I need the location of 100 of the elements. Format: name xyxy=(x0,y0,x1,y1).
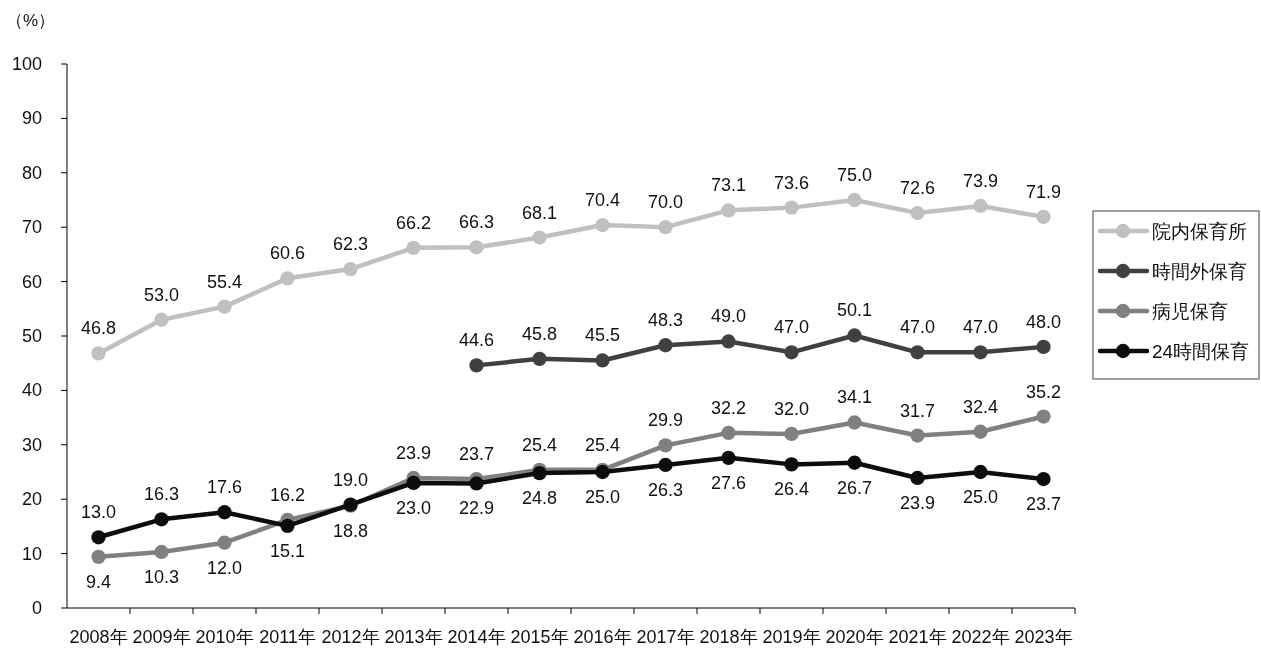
point xyxy=(217,299,232,314)
data-label: 26.3 xyxy=(647,479,684,500)
y-tick-label: 20 xyxy=(21,489,42,510)
data-label: 47.0 xyxy=(962,317,999,338)
point xyxy=(784,345,799,360)
data-label: 70.4 xyxy=(584,190,621,211)
data-label: 29.9 xyxy=(647,410,684,431)
point xyxy=(406,475,421,490)
y-tick-label: 50 xyxy=(21,326,42,346)
data-label: 19.0 xyxy=(332,469,369,490)
data-label: 25.4 xyxy=(521,434,558,455)
legend-label: 24時間保育 xyxy=(1152,340,1250,362)
y-tick-label: 60 xyxy=(21,271,42,292)
point xyxy=(784,200,799,215)
point xyxy=(973,198,988,214)
y-axis-title: （%） xyxy=(6,10,56,30)
x-tick-label: 2013年 xyxy=(384,627,443,647)
data-label: 70.0 xyxy=(647,192,684,213)
point xyxy=(784,457,799,472)
point xyxy=(595,217,610,233)
point xyxy=(658,457,673,473)
x-tick-label: 2019年 xyxy=(762,627,821,647)
x-tick-label: 2015年 xyxy=(510,627,569,647)
point xyxy=(91,549,106,564)
data-label: 26.7 xyxy=(836,477,873,498)
data-label: 46.8 xyxy=(80,318,117,339)
y-tick-label: 100 xyxy=(11,54,42,74)
x-tick-label: 2021年 xyxy=(888,627,947,647)
data-label: 16.3 xyxy=(143,484,180,505)
y-tick-label: 70 xyxy=(21,217,42,238)
point xyxy=(406,240,421,255)
point xyxy=(280,518,295,533)
data-label: 25.0 xyxy=(584,487,621,507)
data-label: 32.2 xyxy=(710,397,747,418)
data-label: 18.8 xyxy=(332,520,369,541)
data-label: 47.0 xyxy=(773,317,810,338)
x-tick-label: 2011年 xyxy=(259,627,316,647)
data-label: 66.3 xyxy=(458,212,495,233)
point xyxy=(1036,339,1051,354)
point xyxy=(91,530,106,545)
data-label: 15.1 xyxy=(269,540,306,561)
legend-label: 病児保育 xyxy=(1152,300,1228,322)
point xyxy=(280,271,295,286)
data-label: 23.9 xyxy=(395,442,432,463)
x-tick-label: 2022年 xyxy=(951,627,1010,647)
point xyxy=(847,328,862,343)
data-label: 9.4 xyxy=(85,571,112,592)
data-label: 71.9 xyxy=(1025,181,1062,202)
point xyxy=(784,426,799,442)
point xyxy=(910,345,925,360)
x-tick-label: 2014年 xyxy=(447,627,506,647)
point xyxy=(469,476,484,491)
data-label: 48.0 xyxy=(1025,311,1062,332)
data-label: 32.0 xyxy=(773,398,810,419)
data-label: 55.4 xyxy=(206,271,243,292)
y-tick-label: 10 xyxy=(21,543,42,564)
data-label: 48.3 xyxy=(647,310,684,331)
data-label: 22.9 xyxy=(458,498,495,519)
point xyxy=(847,415,862,430)
data-label: 62.3 xyxy=(332,234,369,255)
point xyxy=(910,428,925,443)
data-label: 34.1 xyxy=(836,387,873,408)
point xyxy=(847,192,862,208)
point xyxy=(658,338,673,353)
point xyxy=(91,346,106,361)
legend-label: 時間外保育 xyxy=(1152,260,1247,282)
point xyxy=(154,512,169,527)
x-tick-label: 2009年 xyxy=(132,627,191,647)
data-label: 60.6 xyxy=(269,243,306,264)
y-tick-label: 30 xyxy=(21,434,42,455)
data-label: 66.2 xyxy=(395,212,432,233)
point xyxy=(343,261,358,277)
data-label: 17.6 xyxy=(206,477,243,498)
data-label: 73.6 xyxy=(773,172,810,193)
data-label: 25.4 xyxy=(584,434,621,455)
data-label: 68.1 xyxy=(521,202,558,223)
point xyxy=(154,544,169,560)
point xyxy=(973,345,988,360)
data-label: 12.0 xyxy=(206,557,243,578)
point xyxy=(154,312,169,327)
x-tick-label: 2010年 xyxy=(195,627,254,647)
point xyxy=(973,464,988,480)
data-label: 75.0 xyxy=(836,165,873,185)
y-tick-label: 40 xyxy=(21,380,42,401)
point xyxy=(721,203,736,218)
data-label: 47.0 xyxy=(899,317,936,338)
legend-label: 院内保育所 xyxy=(1152,220,1247,242)
x-tick-label: 2020年 xyxy=(825,627,884,647)
point xyxy=(217,505,232,520)
data-label: 13.0 xyxy=(80,502,117,523)
data-label: 53.0 xyxy=(143,284,180,305)
data-label: 23.0 xyxy=(395,497,432,518)
y-tick-label: 90 xyxy=(21,108,42,129)
data-label: 23.9 xyxy=(899,492,936,513)
point xyxy=(721,334,736,349)
data-label: 31.7 xyxy=(899,400,936,421)
data-label: 73.9 xyxy=(962,170,999,191)
point xyxy=(469,240,484,255)
data-label: 45.8 xyxy=(521,323,558,344)
data-label: 45.5 xyxy=(584,325,621,346)
